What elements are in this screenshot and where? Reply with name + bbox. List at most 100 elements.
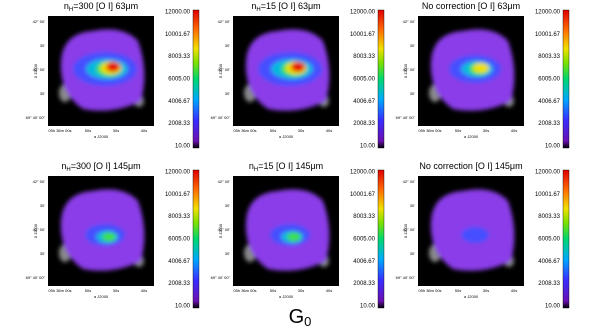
y-tick-label: 69° 40' 00" bbox=[211, 115, 231, 120]
title-main: n bbox=[251, 1, 256, 11]
colorbar bbox=[562, 9, 570, 149]
colorbar-tick-label: 10001.67 bbox=[535, 32, 561, 38]
y-tick-label: 69° 40' 00" bbox=[211, 275, 231, 280]
caption-sub: 0 bbox=[304, 314, 311, 329]
y-tick-label: 42° 00' bbox=[33, 19, 46, 24]
title-sub: H bbox=[256, 7, 260, 13]
y-tick-label: 30' bbox=[225, 91, 230, 96]
y-tick-label: 69° 40' 00" bbox=[396, 275, 416, 280]
y-tick-label: 41° 00' bbox=[403, 227, 416, 232]
colorbar bbox=[377, 9, 385, 149]
panel-title: nH=300 [O I] 145μm bbox=[61, 161, 140, 172]
x-axis-label: α J2000 bbox=[94, 294, 109, 299]
x-tick-label: 30s bbox=[483, 288, 489, 293]
y-tick-label: 41° 00' bbox=[33, 227, 46, 232]
caption: G0 bbox=[289, 306, 312, 329]
y-tick-label: 30' bbox=[40, 203, 45, 208]
colorbar-tick-label: 2008.33 bbox=[353, 281, 375, 287]
colorbar-tick-label: 4006.67 bbox=[353, 259, 375, 265]
y-tick-label: 41° 00' bbox=[33, 67, 46, 72]
y-axis-label: δ J2000 bbox=[403, 223, 408, 238]
colorbar-tick-label: 8003.33 bbox=[353, 54, 375, 60]
colorbar-tick-label: 6005.00 bbox=[538, 237, 560, 243]
x-tick-label: 40s bbox=[511, 288, 517, 293]
y-tick-label: 41° 00' bbox=[218, 227, 231, 232]
colorbar-tick-label: 10.00 bbox=[360, 304, 376, 310]
colorbar-tick-label: 8003.33 bbox=[538, 214, 560, 220]
colorbar-tick-label: 6005.00 bbox=[168, 77, 190, 83]
map-emission bbox=[59, 29, 145, 111]
y-tick-label: 30' bbox=[410, 43, 415, 48]
panel-title: nH=15 [O I] 145μm bbox=[249, 161, 323, 172]
title-sub: H bbox=[254, 167, 258, 173]
panel: nH=300 [O I] 63μm 42° 00' 30' 41° 00' 30' 69°… bbox=[26, 1, 200, 150]
colorbar bbox=[192, 169, 200, 309]
y-tick-label: 30' bbox=[410, 251, 415, 256]
title-rest: =15 [O I] 63μm bbox=[261, 1, 321, 11]
colorbar-tick-label: 10001.67 bbox=[350, 192, 376, 198]
x-tick-label: 30s bbox=[298, 128, 304, 133]
colorbar bbox=[562, 169, 570, 309]
y-tick-label: 30' bbox=[40, 43, 45, 48]
colorbar-tick-label: 10.00 bbox=[545, 144, 561, 150]
x-tick-label: 05h 36m 00s bbox=[233, 128, 256, 133]
y-tick-label: 69° 40' 00" bbox=[26, 275, 46, 280]
colorbar-tick-label: 2008.33 bbox=[538, 121, 560, 127]
title-sub: H bbox=[66, 167, 70, 173]
colorbar-tick-label: 6005.00 bbox=[353, 237, 375, 243]
colorbar bbox=[192, 9, 200, 149]
colorbar-tick-label: 10.00 bbox=[175, 144, 191, 150]
panel-title: No correction [O I] 63μm bbox=[422, 1, 520, 11]
map-emission bbox=[429, 189, 515, 271]
y-tick-label: 42° 00' bbox=[403, 179, 416, 184]
x-tick-label: 50s bbox=[85, 288, 91, 293]
panel: nH=300 [O I] 145μm 42° 00' 30' 41° 00' 30' 69… bbox=[26, 161, 200, 310]
colorbar-tick-label: 12000.00 bbox=[165, 10, 191, 16]
panel: nH=15 [O I] 145μm 42° 00' 30' 41° 00' 30' 69°… bbox=[211, 161, 385, 310]
y-axis-label: δ J2000 bbox=[403, 63, 408, 78]
caption-main: G bbox=[289, 306, 305, 328]
x-axis-label: α J2000 bbox=[464, 134, 479, 139]
colorbar-tick-label: 8003.33 bbox=[353, 214, 375, 220]
colorbar-tick-label: 12000.00 bbox=[350, 10, 376, 16]
colorbar-tick-label: 4006.67 bbox=[538, 99, 560, 105]
colorbar-tick-label: 8003.33 bbox=[168, 214, 190, 220]
y-tick-label: 69° 40' 00" bbox=[26, 115, 46, 120]
title-rest: =300 [O I] 145μm bbox=[71, 161, 141, 171]
title-main: No correction [O I] 145μm bbox=[419, 161, 522, 171]
colorbar-tick-label: 10001.67 bbox=[165, 192, 191, 198]
x-tick-label: 50s bbox=[455, 128, 461, 133]
colorbar-tick-label: 10001.67 bbox=[350, 32, 376, 38]
colorbar bbox=[377, 169, 385, 309]
colorbar-tick-label: 10001.67 bbox=[535, 192, 561, 198]
x-tick-label: 05h 36m 00s bbox=[48, 128, 71, 133]
colorbar-tick-label: 10.00 bbox=[175, 304, 191, 310]
colorbar-tick-label: 12000.00 bbox=[535, 170, 561, 176]
y-tick-label: 30' bbox=[225, 203, 230, 208]
colorbar-tick-label: 2008.33 bbox=[353, 121, 375, 127]
map-emission bbox=[429, 29, 515, 111]
title-rest: =15 [O I] 145μm bbox=[258, 161, 323, 171]
panel: nH=15 [O I] 63μm 42° 00' 30' 41° 00' 30' 69° … bbox=[211, 1, 385, 150]
x-tick-label: 30s bbox=[113, 288, 119, 293]
x-tick-label: 40s bbox=[326, 288, 332, 293]
colorbar-tick-label: 4006.67 bbox=[168, 259, 190, 265]
map-emission bbox=[244, 29, 330, 111]
title-main: n bbox=[249, 161, 254, 171]
blue-region bbox=[461, 227, 489, 243]
y-tick-label: 30' bbox=[225, 251, 230, 256]
y-axis-label: δ J2000 bbox=[33, 63, 38, 78]
x-tick-label: 50s bbox=[85, 128, 91, 133]
x-tick-label: 30s bbox=[113, 128, 119, 133]
colorbar-tick-label: 2008.33 bbox=[538, 281, 560, 287]
y-tick-label: 30' bbox=[410, 91, 415, 96]
green-region bbox=[102, 232, 116, 242]
x-tick-label: 30s bbox=[483, 128, 489, 133]
title-main: No correction [O I] 63μm bbox=[422, 1, 520, 11]
x-tick-label: 40s bbox=[141, 288, 147, 293]
title-main: n bbox=[61, 161, 66, 171]
x-tick-label: 05h 36m 00s bbox=[233, 288, 256, 293]
x-tick-label: 05h 36m 00s bbox=[418, 288, 441, 293]
y-tick-label: 69° 40' 00" bbox=[396, 115, 416, 120]
y-tick-label: 42° 00' bbox=[218, 179, 231, 184]
